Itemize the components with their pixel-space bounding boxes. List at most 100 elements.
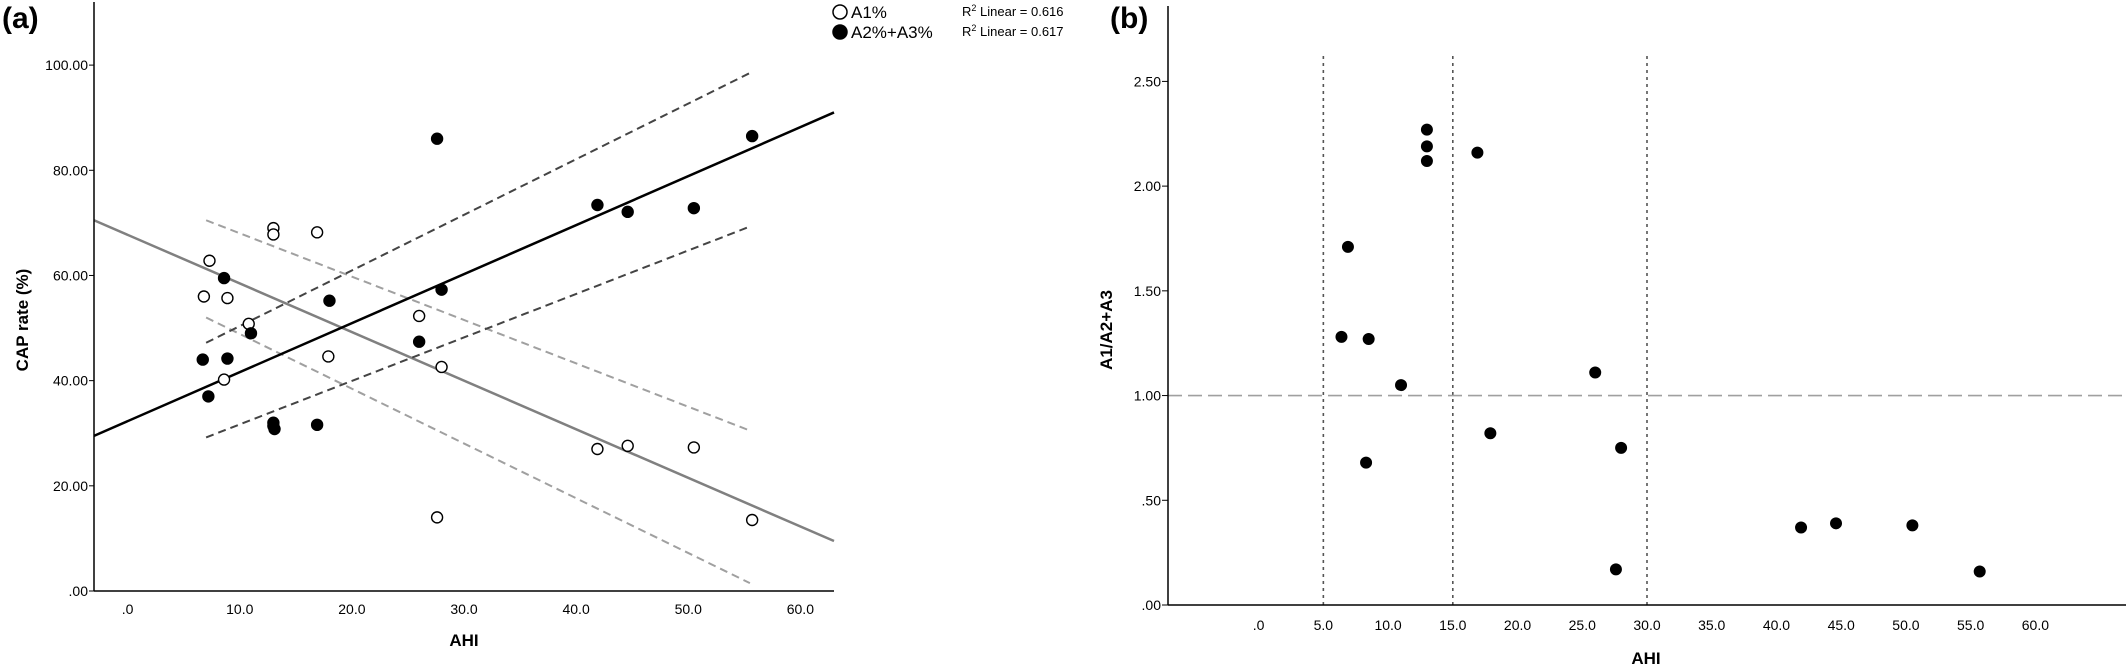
point-ratio — [1335, 330, 1348, 343]
point-a1 — [217, 373, 231, 386]
point-a1 — [267, 228, 280, 241]
panel-a-y-tick-label: .00 — [69, 583, 89, 599]
point-ratio — [1362, 333, 1375, 346]
legend-open-circle-icon — [832, 4, 848, 20]
panel-a-x-tick-label: 30.0 — [450, 601, 477, 617]
point-a2a3 — [202, 390, 215, 403]
ci-upper-a2a3 — [205, 72, 751, 344]
point-ratio — [1973, 565, 1986, 578]
legend-label-a1: A1% — [851, 3, 887, 22]
panel-b-x-tick-label: 5.0 — [1314, 617, 1334, 633]
point-ratio — [1395, 379, 1408, 392]
fit-line-a1 — [93, 219, 835, 543]
panel-b-x-axis-label: AHI — [1631, 649, 1660, 668]
point-ratio — [1795, 521, 1808, 534]
panel-a-y-tick-label: 40.00 — [53, 373, 88, 389]
panel-a-y-tick-label: 20.00 — [53, 478, 88, 494]
point-ratio — [1906, 519, 1919, 532]
panel-a-label: (a) — [2, 2, 39, 35]
panel-b-x-tick-label: 40.0 — [1763, 617, 1790, 633]
panel-a-x-axis-label: AHI — [449, 631, 478, 650]
legend-filled-circle-icon — [832, 24, 848, 40]
point-ratio — [1341, 240, 1354, 253]
point-a2a3 — [687, 201, 701, 215]
point-a2a3 — [310, 418, 324, 432]
panel-b-y-tick-label: 1.00 — [1134, 388, 1161, 404]
panel-a-x-tick-label: 60.0 — [787, 601, 814, 617]
point-a1 — [430, 511, 444, 524]
panel-a-points — [196, 129, 759, 527]
point-a1 — [745, 513, 759, 527]
point-ratio — [1420, 154, 1433, 167]
panel-b-x-tick-label: 50.0 — [1892, 617, 1919, 633]
fit-line-a2a3 — [93, 111, 835, 438]
panel-b-x-tick-label: 30.0 — [1633, 617, 1660, 633]
point-a1 — [687, 441, 701, 454]
point-a2a3 — [221, 352, 234, 365]
panel-a-x-tick-label: .0 — [122, 601, 134, 617]
panel-b-y-tick-label: .00 — [1142, 597, 1162, 613]
r2-label-a1: R2 Linear = 0.616 — [962, 3, 1064, 19]
point-a1 — [435, 360, 448, 374]
point-a2a3 — [217, 271, 231, 285]
point-a2a3 — [435, 283, 448, 296]
point-ratio — [1420, 140, 1433, 153]
point-a1 — [310, 226, 324, 239]
point-a2a3 — [323, 294, 336, 307]
panel-b-x-tick-label: 45.0 — [1828, 617, 1855, 633]
panel-a-x-tick-label: 50.0 — [675, 601, 702, 617]
point-a1 — [591, 442, 604, 456]
panel-b-y-tick-label: 1.50 — [1134, 283, 1161, 299]
panel-b-y-tick-label: 2.50 — [1134, 73, 1161, 89]
r2-a2a3-r: R — [962, 24, 971, 39]
point-ratio — [1420, 123, 1433, 136]
panel-a-y-axis-label: CAP rate (%) — [13, 269, 32, 372]
panel-b-label: (b) — [1110, 2, 1148, 35]
point-ratio — [1484, 427, 1497, 440]
panel-b-x-tick-label: 60.0 — [2022, 617, 2049, 633]
panel-a-x-tick-labels: .0 10.0 20.0 30.0 40.0 50.0 60.0 — [122, 601, 814, 617]
point-a2a3 — [244, 327, 258, 340]
point-a1 — [203, 254, 216, 267]
panel-b-x-tick-label: 15.0 — [1439, 617, 1466, 633]
point-a2a3 — [430, 132, 444, 145]
panel-b-y-tick-label: 2.00 — [1134, 178, 1161, 194]
panel-b-y-axis-label: A1/A2+A3 — [1097, 290, 1116, 370]
panel-a-x-tick-label: 20.0 — [338, 601, 365, 617]
r2-label-a2a3: R2 Linear = 0.617 — [962, 23, 1064, 39]
panel-b-x-tick-label: 25.0 — [1569, 617, 1596, 633]
r2-a1-sup: 2 — [971, 3, 976, 13]
panel-a-y-tick-label: 80.00 — [53, 162, 88, 178]
ci-lower-a1 — [205, 316, 751, 585]
panel-a-y-tick-label: 60.00 — [53, 267, 88, 283]
point-a2a3 — [268, 422, 281, 436]
panel-b-x-tick-label: 10.0 — [1374, 617, 1401, 633]
point-a2a3 — [412, 335, 426, 348]
panel-a: (a) .00 20.00 40.00 60.00 80.00 100.00 .0 10.0… — [2, 2, 1064, 650]
legend-label-a2a3: A2%+A3% — [851, 23, 933, 42]
point-a1 — [221, 291, 234, 305]
ci-lower-a2a3 — [205, 225, 751, 439]
point-ratio — [1589, 366, 1602, 379]
panel-a-x-tick-label: 10.0 — [226, 601, 253, 617]
point-a2a3 — [745, 129, 759, 143]
r2-a1-r: R — [962, 4, 971, 19]
panel-b: (b) .00 .50 1.00 1.50 2.00 2.50 .0 5.0 10.0 15.0… — [1097, 2, 2126, 668]
point-ratio — [1471, 146, 1484, 159]
point-a2a3 — [196, 353, 209, 366]
panel-b-x-tick-label: 35.0 — [1698, 617, 1725, 633]
panel-b-x-tick-label: 55.0 — [1957, 617, 1984, 633]
point-ratio — [1360, 456, 1373, 469]
point-ratio — [1615, 441, 1628, 454]
r2-a1-value: Linear = 0.616 — [976, 4, 1063, 19]
panel-b-points — [1335, 123, 1986, 578]
point-a2a3 — [621, 205, 634, 219]
panel-b-y-tick-labels: .00 .50 1.00 1.50 2.00 2.50 — [1134, 73, 1168, 613]
r2-a2a3-sup: 2 — [971, 23, 976, 33]
panel-b-x-tick-label: 20.0 — [1504, 617, 1531, 633]
point-a1 — [322, 350, 335, 363]
ci-upper-a1 — [205, 219, 751, 432]
point-a2a3 — [591, 198, 604, 212]
panel-b-x-tick-label: .0 — [1253, 617, 1265, 633]
